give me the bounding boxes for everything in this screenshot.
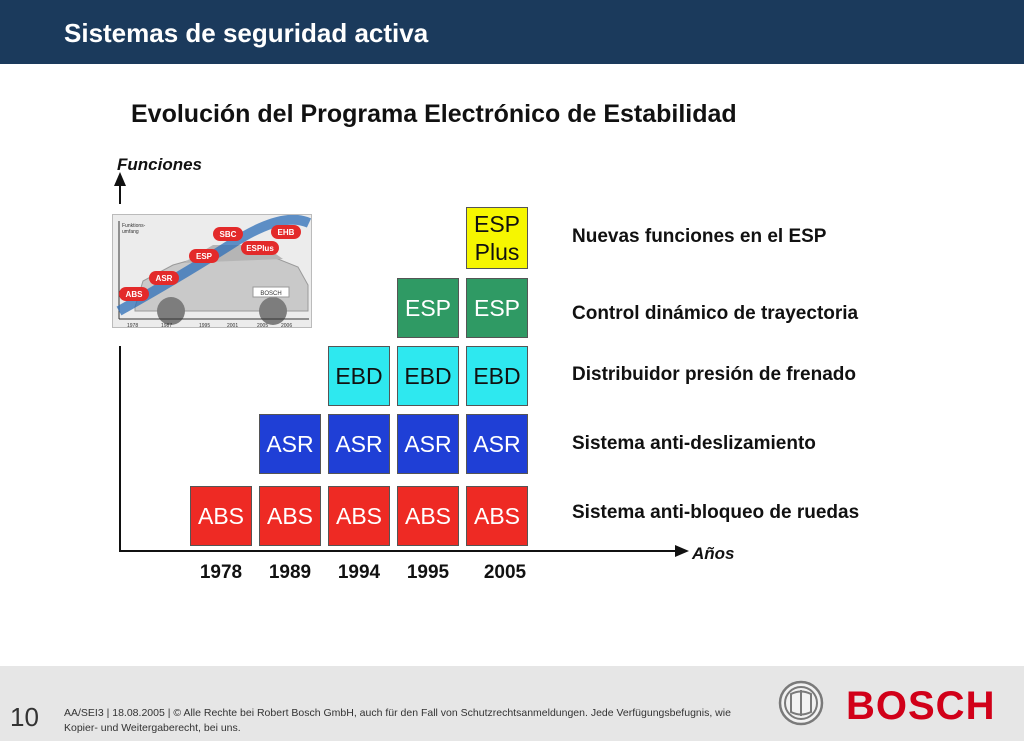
page-number: 10 [10, 702, 39, 732]
esp-plus-line1: ESP [473, 211, 521, 237]
box-abs-1995: ABS [397, 486, 459, 546]
y-axis [119, 346, 121, 552]
inset-badge-abs: ABS [126, 290, 144, 299]
inset-badge-asr: ASR [156, 274, 173, 283]
function-label-esp: Control dinámico de trayectoria [572, 303, 859, 324]
function-label-new-esp: Nuevas funciones en el ESP [572, 226, 827, 247]
slide-title: Evolución del Programa Electrónico de Es… [131, 100, 737, 128]
function-label-ebd: Distribuidor presión de frenado [572, 364, 856, 385]
inset-badge-ehb: EHB [278, 228, 295, 237]
year-label: 1994 [337, 562, 381, 583]
box-ebd-2005: EBD [466, 346, 528, 406]
year-label: 1995 [406, 562, 450, 583]
year-label: 1989 [268, 562, 312, 583]
inset-chart-graphic: BOSCH Funktions- umfang ABS ASR ESP SBC … [113, 215, 311, 328]
x-axis-label: Años [692, 544, 735, 563]
y-axis-label: Funciones [117, 155, 203, 174]
footer-bar [0, 666, 1024, 741]
box-asr-1989: ASR [259, 414, 321, 474]
box-esp-2005: ESP [466, 278, 528, 338]
footer-legal-text: AA/SEI3 | 18.08.2005 | © Alle Rechte bei… [64, 707, 731, 734]
box-abs-1978: ABS [190, 486, 252, 546]
esp-plus-line2: Plus [474, 239, 520, 265]
box-asr-2005: ASR [466, 414, 528, 474]
function-label-abs: Sistema anti-bloqueo de ruedas [572, 502, 860, 523]
inset-y-label-2: umfang [122, 229, 139, 235]
inset-y-label-1: Funktions- [122, 223, 146, 229]
year-label: 2005 [483, 562, 527, 583]
y-axis-stub [119, 184, 121, 204]
box-ebd-1994: EBD [328, 346, 390, 406]
box-abs-1989: ABS [259, 486, 321, 546]
bosch-armature-icon [778, 680, 824, 726]
inset-year: 2001 [227, 323, 238, 328]
box-espplus-2005: ESP Plus [466, 207, 528, 269]
year-label: 1978 [199, 562, 243, 583]
bosch-logo-text: BOSCH [846, 684, 996, 728]
inset-year: 2006 [281, 323, 292, 328]
header-title: Sistemas de seguridad activa [64, 18, 429, 48]
header-bar: Sistemas de seguridad activa [0, 0, 1024, 64]
inset-year: 1978 [127, 323, 138, 328]
inset-plate-text: BOSCH [260, 291, 281, 297]
box-esp-1995: ESP [397, 278, 459, 338]
box-abs-2005: ABS [466, 486, 528, 546]
x-arrow-icon [675, 545, 689, 557]
inset-year: 2005 [257, 323, 268, 328]
x-axis [119, 550, 677, 552]
box-ebd-1995: EBD [397, 346, 459, 406]
y-arrow-icon [114, 172, 126, 186]
inset-badge-esp: ESP [196, 252, 213, 261]
function-label-asr: Sistema anti-deslizamiento [572, 433, 816, 454]
inset-car-evolution-chart: BOSCH Funktions- umfang ABS ASR ESP SBC … [112, 214, 312, 328]
inset-year: 1987 [161, 323, 172, 328]
inset-badge-sbc: SBC [220, 230, 237, 239]
inset-badge-esplus: ESPlus [246, 244, 274, 253]
box-asr-1995: ASR [397, 414, 459, 474]
inset-year: 1995 [199, 323, 210, 328]
box-abs-1994: ABS [328, 486, 390, 546]
box-asr-1994: ASR [328, 414, 390, 474]
